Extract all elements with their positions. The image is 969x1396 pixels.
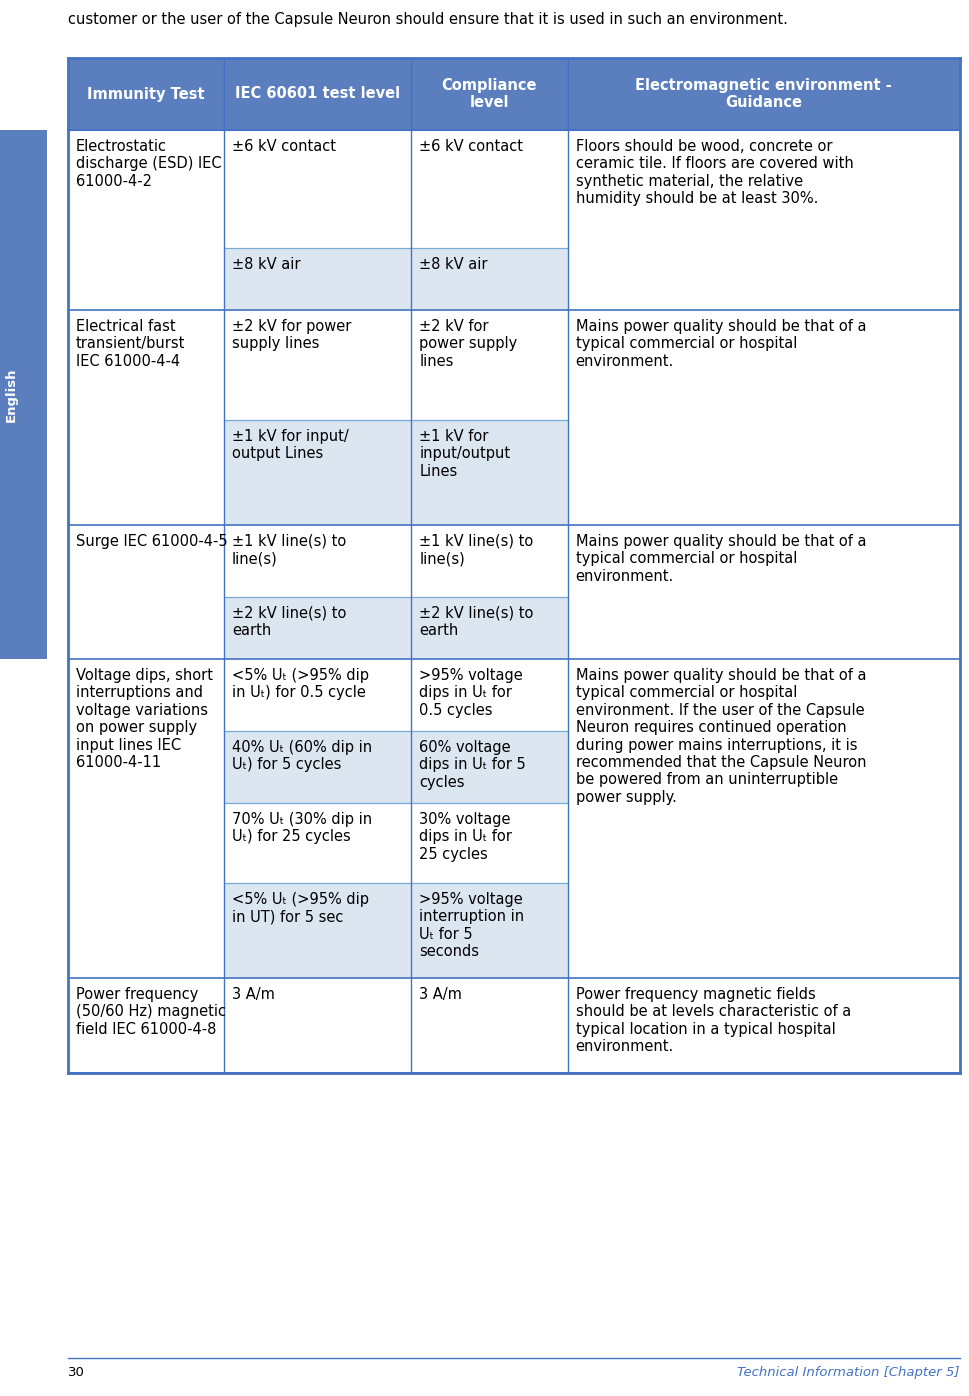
Text: ±2 kV for power
supply lines: ±2 kV for power supply lines	[233, 320, 352, 352]
Bar	[224, 248, 412, 310]
Bar	[0, 130, 47, 659]
Bar	[224, 659, 412, 732]
Text: 3 A/m: 3 A/m	[233, 987, 275, 1002]
Bar	[568, 659, 960, 979]
Text: Power frequency
(50/60 Hz) magnetic
field IEC 61000-4-8: Power frequency (50/60 Hz) magnetic fiel…	[76, 987, 226, 1037]
Text: 30% voltage
dips in Uₜ for
25 cycles: 30% voltage dips in Uₜ for 25 cycles	[420, 812, 513, 861]
Text: Technical Information [Chapter 5]: Technical Information [Chapter 5]	[737, 1367, 960, 1379]
Bar	[224, 525, 412, 597]
Text: Voltage dips, short
interruptions and
voltage variations
on power supply
input l: Voltage dips, short interruptions and vo…	[76, 669, 213, 771]
Text: <5% Uₜ (>95% dip
in UT) for 5 sec: <5% Uₜ (>95% dip in UT) for 5 sec	[233, 892, 369, 924]
Bar	[568, 310, 960, 525]
Bar	[224, 59, 412, 130]
Text: >95% voltage
dips in Uₜ for
0.5 cycles: >95% voltage dips in Uₜ for 0.5 cycles	[420, 669, 523, 718]
Text: customer or the user of the Capsule Neuron should ensure that it is used in such: customer or the user of the Capsule Neur…	[68, 13, 788, 27]
Text: Surge IEC 61000-4-5: Surge IEC 61000-4-5	[76, 535, 228, 549]
Bar	[412, 884, 568, 979]
Bar	[224, 597, 412, 659]
Text: Floors should be wood, concrete or
ceramic tile. If floors are covered with
synt: Floors should be wood, concrete or ceram…	[576, 140, 854, 207]
Bar	[68, 130, 224, 310]
Text: Electromagnetic environment -
Guidance: Electromagnetic environment - Guidance	[636, 78, 892, 110]
Bar	[224, 420, 412, 525]
Text: Compliance
level: Compliance level	[442, 78, 537, 110]
Text: IEC 60601 test level: IEC 60601 test level	[235, 87, 400, 102]
Bar	[68, 979, 224, 1074]
Bar	[412, 597, 568, 659]
Bar	[224, 130, 412, 248]
Text: >95% voltage
interruption in
Uₜ for 5
seconds: >95% voltage interruption in Uₜ for 5 se…	[420, 892, 524, 959]
Bar	[412, 59, 568, 130]
Bar	[224, 732, 412, 803]
Bar	[412, 979, 568, 1074]
Text: ±6 kV contact: ±6 kV contact	[233, 140, 336, 154]
Bar	[412, 803, 568, 884]
Text: 40% Uₜ (60% dip in
Uₜ) for 5 cycles: 40% Uₜ (60% dip in Uₜ) for 5 cycles	[233, 740, 372, 772]
Text: 3 A/m: 3 A/m	[420, 987, 462, 1002]
Text: ±6 kV contact: ±6 kV contact	[420, 140, 523, 154]
Bar	[568, 525, 960, 659]
Bar	[412, 310, 568, 420]
Bar	[568, 130, 960, 310]
Text: 70% Uₜ (30% dip in
Uₜ) for 25 cycles: 70% Uₜ (30% dip in Uₜ) for 25 cycles	[233, 812, 372, 845]
Text: Mains power quality should be that of a
typical commercial or hospital
environme: Mains power quality should be that of a …	[576, 320, 866, 369]
Text: Mains power quality should be that of a
typical commercial or hospital
environme: Mains power quality should be that of a …	[576, 669, 866, 805]
Bar	[68, 310, 224, 525]
Text: ±2 kV for
power supply
lines: ±2 kV for power supply lines	[420, 320, 517, 369]
Text: <5% Uₜ (>95% dip
in Uₜ) for 0.5 cycle: <5% Uₜ (>95% dip in Uₜ) for 0.5 cycle	[233, 669, 369, 701]
Text: ±2 kV line(s) to
earth: ±2 kV line(s) to earth	[420, 606, 534, 638]
Bar	[412, 420, 568, 525]
Bar	[412, 732, 568, 803]
Text: 30: 30	[68, 1367, 85, 1379]
Bar	[224, 803, 412, 884]
Text: Mains power quality should be that of a
typical commercial or hospital
environme: Mains power quality should be that of a …	[576, 535, 866, 584]
Text: ±8 kV air: ±8 kV air	[420, 257, 488, 272]
Text: Immunity Test: Immunity Test	[87, 87, 204, 102]
Text: ±2 kV line(s) to
earth: ±2 kV line(s) to earth	[233, 606, 347, 638]
Text: ±1 kV line(s) to
line(s): ±1 kV line(s) to line(s)	[233, 535, 346, 567]
Bar	[224, 979, 412, 1074]
Text: Electrostatic
discharge (ESD) IEC
61000-4-2: Electrostatic discharge (ESD) IEC 61000-…	[76, 140, 222, 188]
Text: ±8 kV air: ±8 kV air	[233, 257, 300, 272]
Text: Electrical fast
transient/burst
IEC 61000-4-4: Electrical fast transient/burst IEC 6100…	[76, 320, 185, 369]
Bar	[68, 59, 224, 130]
Text: ±1 kV for input/
output Lines: ±1 kV for input/ output Lines	[233, 429, 349, 462]
Bar	[568, 59, 960, 130]
Text: Power frequency magnetic fields
should be at levels characteristic of a
typical : Power frequency magnetic fields should b…	[576, 987, 851, 1054]
Bar	[412, 130, 568, 248]
Bar	[224, 310, 412, 420]
Bar	[412, 248, 568, 310]
Bar	[412, 659, 568, 732]
Bar	[412, 525, 568, 597]
Text: ±1 kV for
input/output
Lines: ±1 kV for input/output Lines	[420, 429, 511, 479]
Text: English: English	[5, 367, 17, 422]
Bar	[68, 525, 224, 659]
Bar	[568, 979, 960, 1074]
Text: 60% voltage
dips in Uₜ for 5
cycles: 60% voltage dips in Uₜ for 5 cycles	[420, 740, 526, 790]
Text: ±1 kV line(s) to
line(s): ±1 kV line(s) to line(s)	[420, 535, 534, 567]
Bar	[68, 659, 224, 979]
Bar	[224, 884, 412, 979]
